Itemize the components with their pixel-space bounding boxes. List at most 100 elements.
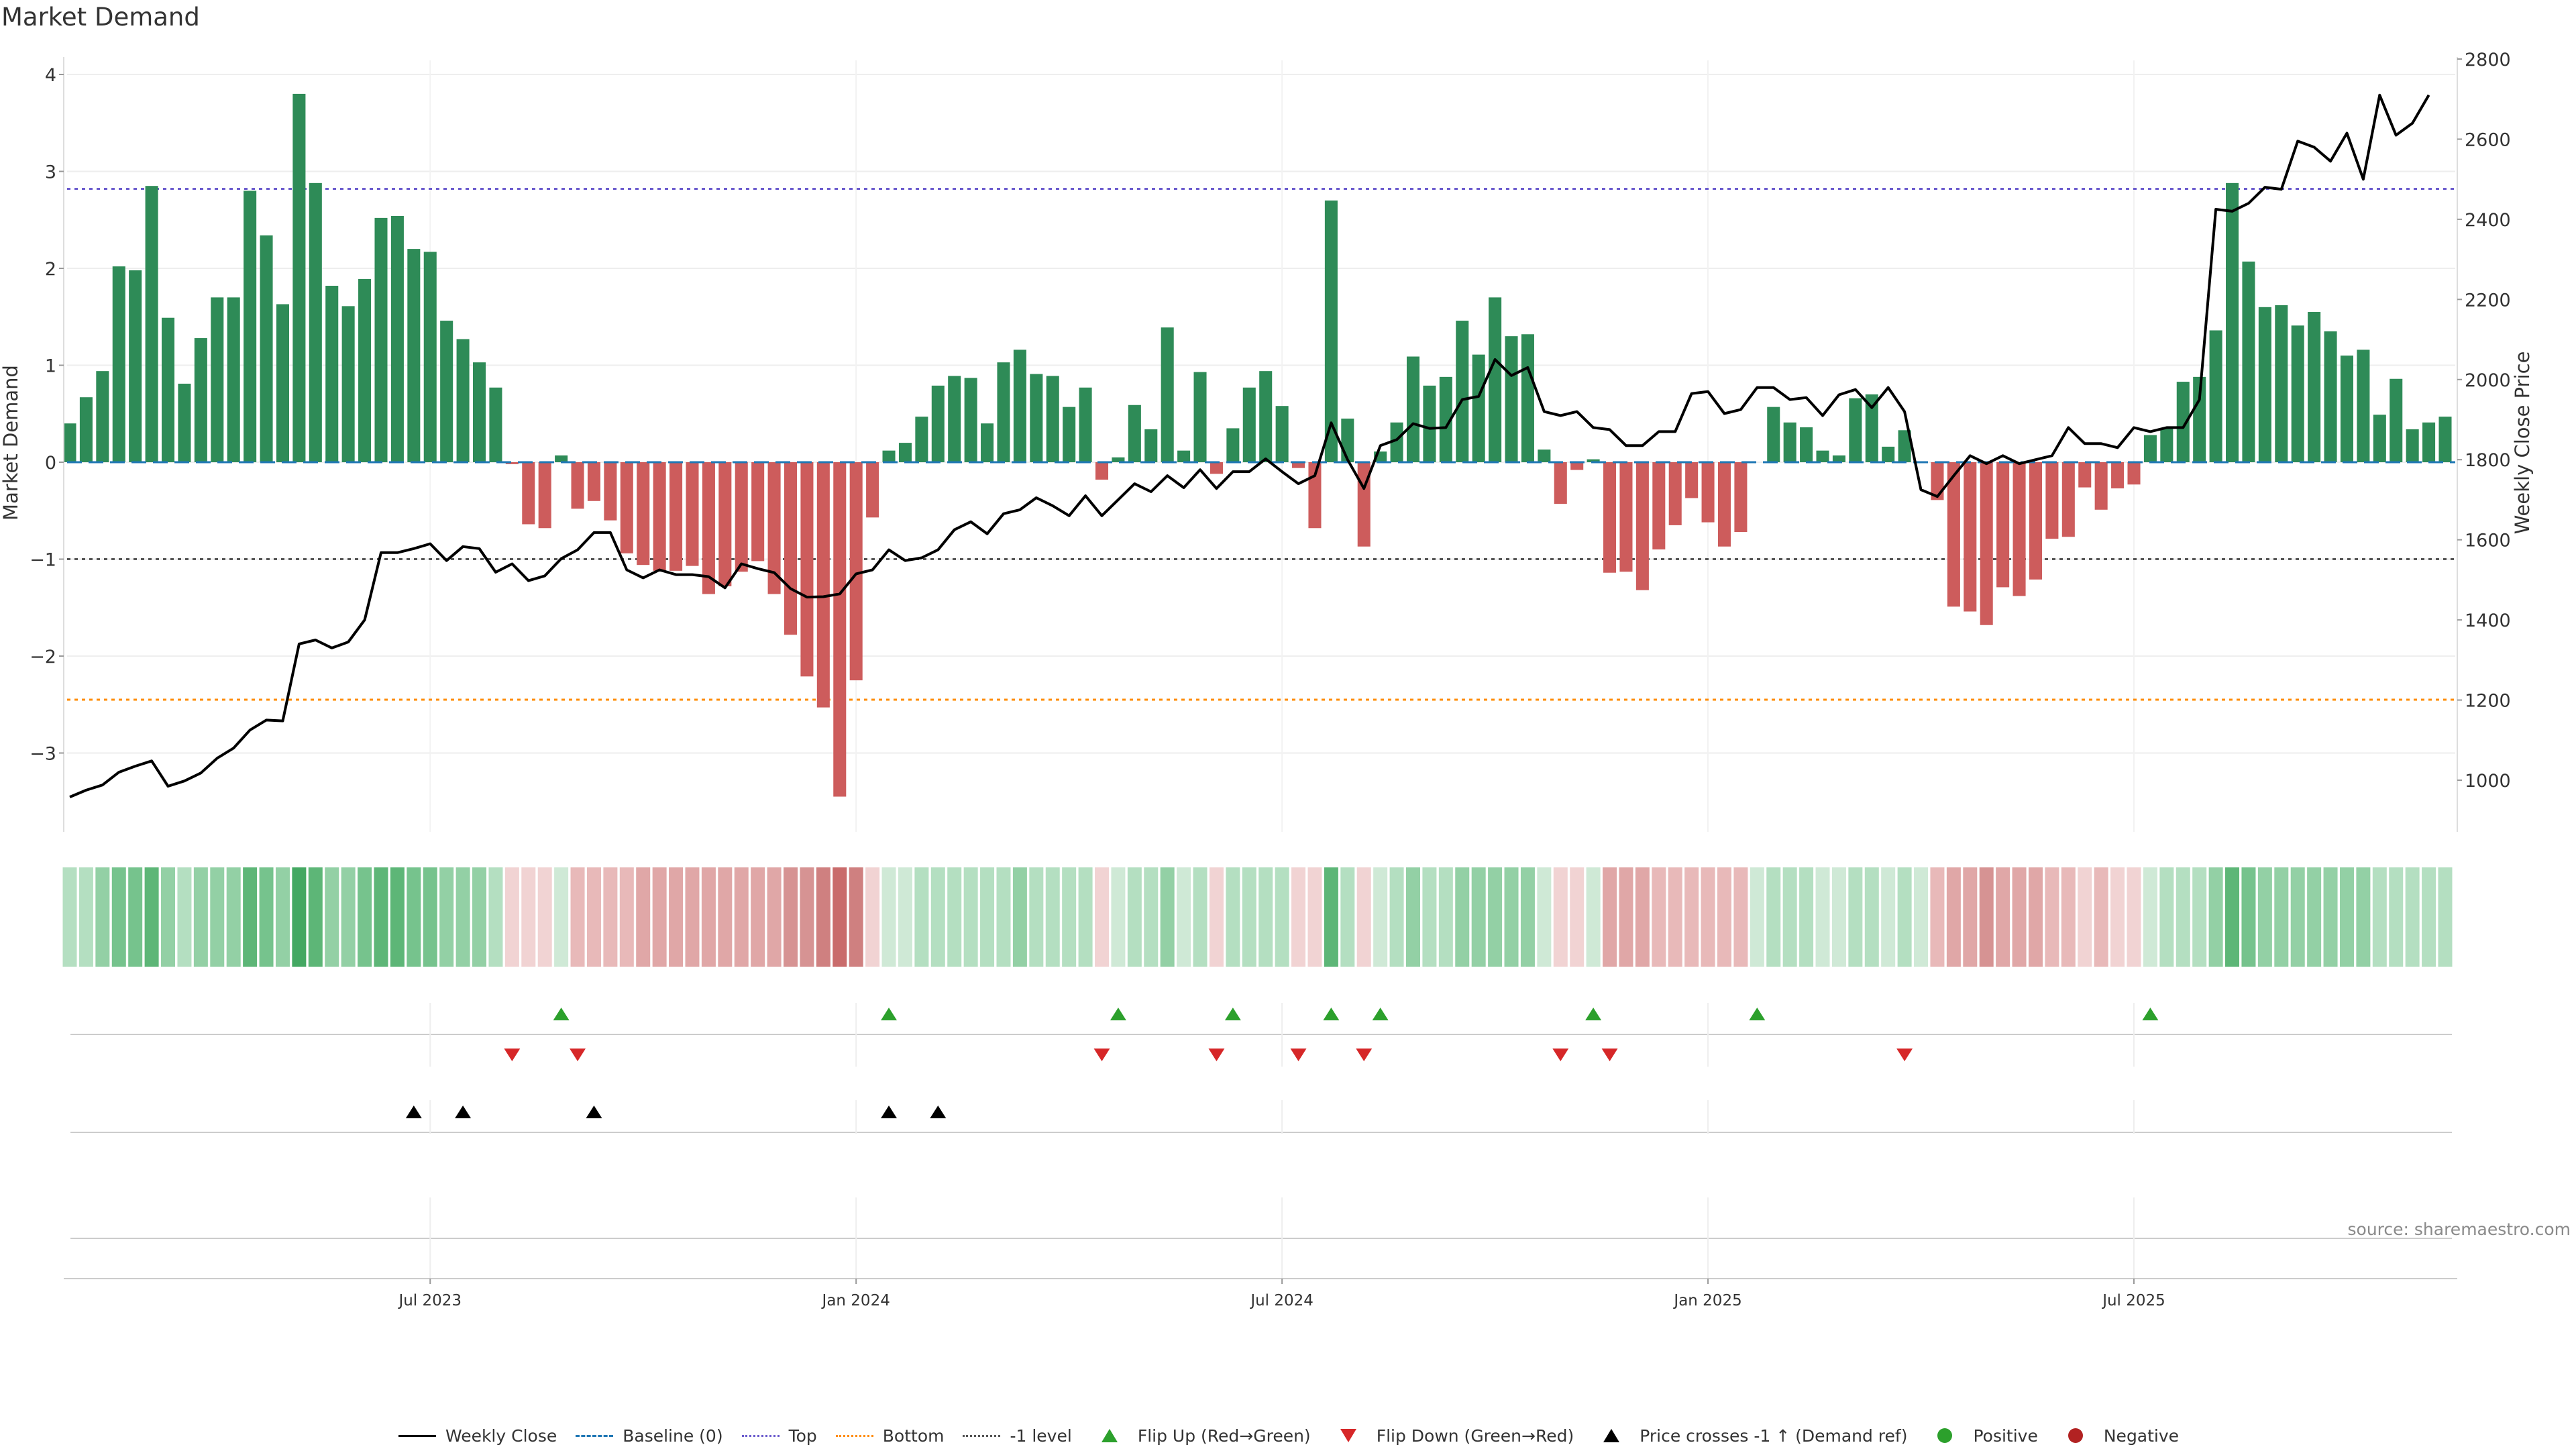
demand-bar [1259,371,1273,462]
heat-cell [914,867,929,967]
demand-bar [571,462,584,509]
demand-bar [882,450,896,462]
flip-up-marker [1224,1008,1241,1020]
heat-cell [1144,867,1159,967]
demand-bar [1701,462,1715,523]
flip-down-marker [570,1049,586,1061]
demand-bar [931,385,945,462]
heat-cell [652,867,667,967]
legend-label: Negative [2103,1426,2180,1446]
heat-cell [1209,867,1224,967]
demand-bar [2406,429,2419,462]
heat-cell [210,867,225,967]
demand-bar [981,423,994,462]
heat-cell [1930,867,1945,967]
legend-label: Bottom [882,1426,945,1446]
legend-symbol [574,1428,614,1444]
y2-tick-label: 2600 [2465,129,2511,150]
demand-bar [1406,356,1420,462]
heat-cell [1684,867,1699,967]
flip-up-marker [1585,1008,1602,1020]
heat-cell [1701,867,1715,967]
demand-bar [2324,331,2337,462]
heat-cell [1488,867,1503,967]
demand-bar [587,462,600,501]
demand-bar [1538,449,1551,462]
demand-bar [456,339,470,462]
heat-cell [751,867,765,967]
demand-bar [637,462,650,566]
demand-bar [2438,417,2452,462]
heat-cell [1455,867,1470,967]
demand-bar [292,93,306,462]
heat-cell [1373,867,1388,967]
demand-bar [1668,462,1682,525]
heat-cell [1405,867,1420,967]
heat-cell [1537,867,1552,967]
heat-cell [2290,867,2305,967]
heat-cell [1815,867,1830,967]
demand-bar [2258,307,2271,462]
demand-bar [407,249,421,462]
y-tick-label: −1 [30,550,56,571]
heat-cell [2323,867,2338,967]
heat-cell [521,867,536,967]
y-tick-label: −2 [30,647,56,667]
demand-bar [1063,407,1076,462]
legend-item: -1 level [961,1426,1072,1446]
demand-bar [1554,462,1567,504]
heat-cell [439,867,454,967]
heat-cell [784,867,798,967]
demand-bar [2111,462,2125,489]
y-tick-label: 1 [45,356,56,377]
heat-cell [2127,867,2141,967]
heat-cell [718,867,733,967]
legend-item: Weekly Close [397,1426,557,1446]
heat-cell [374,867,388,967]
demand-bars [63,93,2455,797]
heat-cell [1504,867,1519,967]
demand-bar [1456,321,1469,462]
heat-cell [111,867,126,967]
demand-bar [2045,462,2059,539]
demand-bar [1849,398,1862,462]
demand-bar [997,362,1010,462]
demand-bar [1603,462,1617,573]
y-tick-label: 4 [45,65,56,86]
chart-title: Market Demand [1,3,200,32]
demand-bar [2029,462,2043,580]
heat-cell [1291,867,1306,967]
demand-bar [1505,336,1518,462]
y2-tick-label: 2000 [2465,370,2511,391]
demand-bar [390,215,404,462]
demand-bar [1095,462,1109,480]
demand-bar [2308,312,2321,462]
heat-cell [1717,867,1731,967]
demand-bar [63,423,76,462]
heat-cell [1635,867,1650,967]
heat-cell [881,867,896,967]
demand-bar [620,462,633,553]
demand-bar [194,338,207,462]
demand-bar [1964,462,1977,612]
heat-cell [2110,867,2125,967]
heat-cell [275,867,290,967]
legend-symbol [2055,1428,2096,1444]
legend-label: Baseline (0) [623,1426,723,1446]
heat-cell [734,867,749,967]
demand-bar [816,462,830,708]
heat-cell [1603,867,1617,967]
demand-bar [669,462,683,571]
flip-up-marker [1749,1008,1766,1020]
heat-cell [2208,867,2223,967]
heat-cell [849,867,863,967]
y2-tick-label: 1200 [2465,691,2511,712]
heat-cell [2257,867,2272,967]
heat-cell [1340,867,1355,967]
y-tick-label: 0 [45,453,56,474]
heat-cell [1570,867,1585,967]
x-tick-label: Jul 2025 [2101,1292,2165,1309]
demand-bar [948,376,961,462]
heat-cell [2143,867,2157,967]
heat-cell [1471,867,1486,967]
